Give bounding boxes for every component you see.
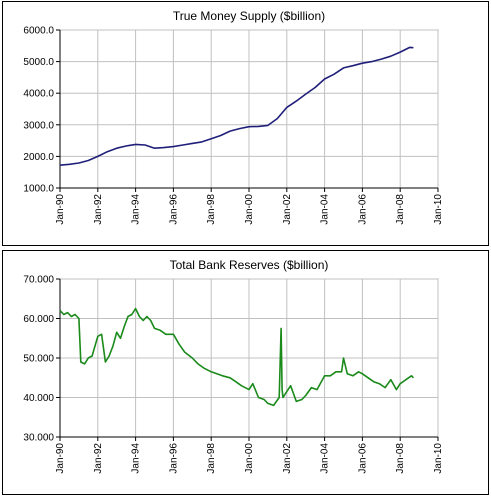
x-tick-label: Jan-94 [131, 443, 142, 474]
y-tick-label: 5000.0 [23, 57, 54, 68]
x-tick-label: Jan-04 [320, 443, 331, 474]
x-tick-label: Jan-94 [131, 194, 142, 225]
x-tick-label: Jan-90 [55, 443, 66, 474]
series-line [59, 46, 414, 166]
x-tick-label: Jan-02 [282, 194, 293, 225]
chart-title: Total Bank Reserves ($billion) [170, 258, 329, 272]
y-tick-label: 30.000 [23, 433, 54, 444]
y-tick-label: 6000.0 [23, 26, 54, 37]
y-tick-label: 1000.0 [23, 184, 54, 195]
x-tick-label: Jan-92 [93, 194, 104, 225]
x-tick-label: Jan-96 [168, 194, 179, 225]
x-tick-label: Jan-06 [357, 194, 368, 225]
y-tick-label: 40.000 [23, 393, 54, 404]
x-tick-label: Jan-08 [395, 443, 406, 474]
x-tick-label: Jan-02 [282, 443, 293, 474]
y-tick-label: 2000.0 [23, 152, 54, 163]
x-tick-label: Jan-10 [433, 194, 444, 225]
x-tick-label: Jan-98 [206, 194, 217, 225]
money-supply-chart: True Money Supply ($billion) 1000.0 2000.0… [23, 9, 444, 225]
y-tick-label: 50.000 [23, 354, 54, 365]
x-tick-label: Jan-10 [433, 443, 444, 474]
x-tick-label: Jan-00 [244, 443, 255, 474]
chart-title: True Money Supply ($billion) [173, 9, 325, 23]
x-tick-label: Jan-90 [55, 194, 66, 225]
y-tick-label: 4000.0 [23, 89, 54, 100]
y-tick-label: 60.000 [23, 314, 54, 325]
y-tick-label: 70.000 [23, 275, 54, 286]
x-tick-label: Jan-08 [395, 194, 406, 225]
bank-reserves-chart: Total Bank Reserves ($billion) 30.000 40.0… [23, 258, 444, 474]
x-tick-label: Jan-04 [320, 194, 331, 225]
y-tick-label: 3000.0 [23, 120, 54, 131]
x-tick-label: Jan-00 [244, 194, 255, 225]
money-supply-chart-panel: True Money Supply ($billion) 1000.0 2000.0… [2, 1, 489, 246]
x-tick-label: Jan-98 [206, 443, 217, 474]
x-tick-label: Jan-92 [93, 443, 104, 474]
x-tick-label: Jan-96 [168, 443, 179, 474]
bank-reserves-chart-panel: Total Bank Reserves ($billion) 30.000 40.0… [2, 250, 489, 495]
series-line [59, 307, 414, 407]
x-tick-label: Jan-06 [357, 443, 368, 474]
